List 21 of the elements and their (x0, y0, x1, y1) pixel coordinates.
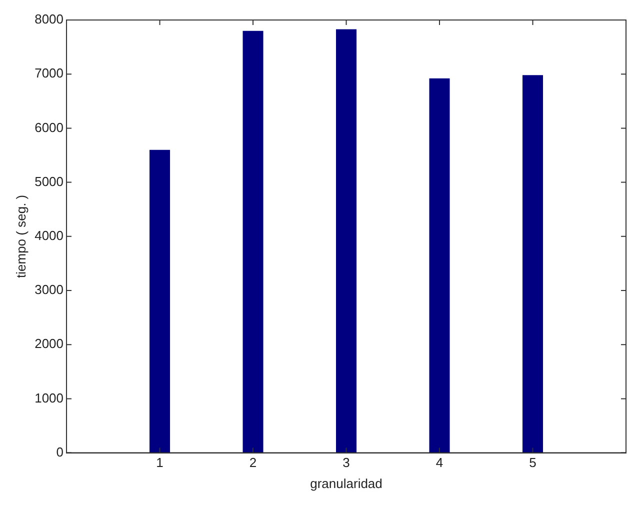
x-tick-label: 2 (249, 455, 257, 470)
bar (336, 29, 357, 453)
y-axis-title: tiempo ( seg. ) (13, 194, 28, 278)
y-tick-label: 3000 (34, 282, 64, 298)
bar (150, 150, 170, 453)
y-tick-label: 2000 (34, 336, 64, 352)
y-tick-label: 1000 (34, 390, 64, 406)
bar (522, 75, 544, 453)
y-tick-label: 7000 (34, 66, 64, 81)
y-tick-label: 4000 (34, 228, 64, 243)
x-axis-title: granularidad (310, 476, 382, 491)
y-tick-label: 8000 (34, 12, 64, 27)
y-tick-label: 6000 (34, 120, 64, 135)
x-tick-label: 1 (156, 455, 164, 470)
x-tick-label: 5 (529, 455, 536, 470)
y-tick-label: 5000 (34, 174, 64, 189)
bar (242, 30, 264, 453)
y-tick-label: 0 (56, 444, 64, 460)
bar (429, 78, 450, 453)
x-tick-label: 3 (342, 455, 350, 470)
x-tick-label: 4 (436, 455, 444, 470)
